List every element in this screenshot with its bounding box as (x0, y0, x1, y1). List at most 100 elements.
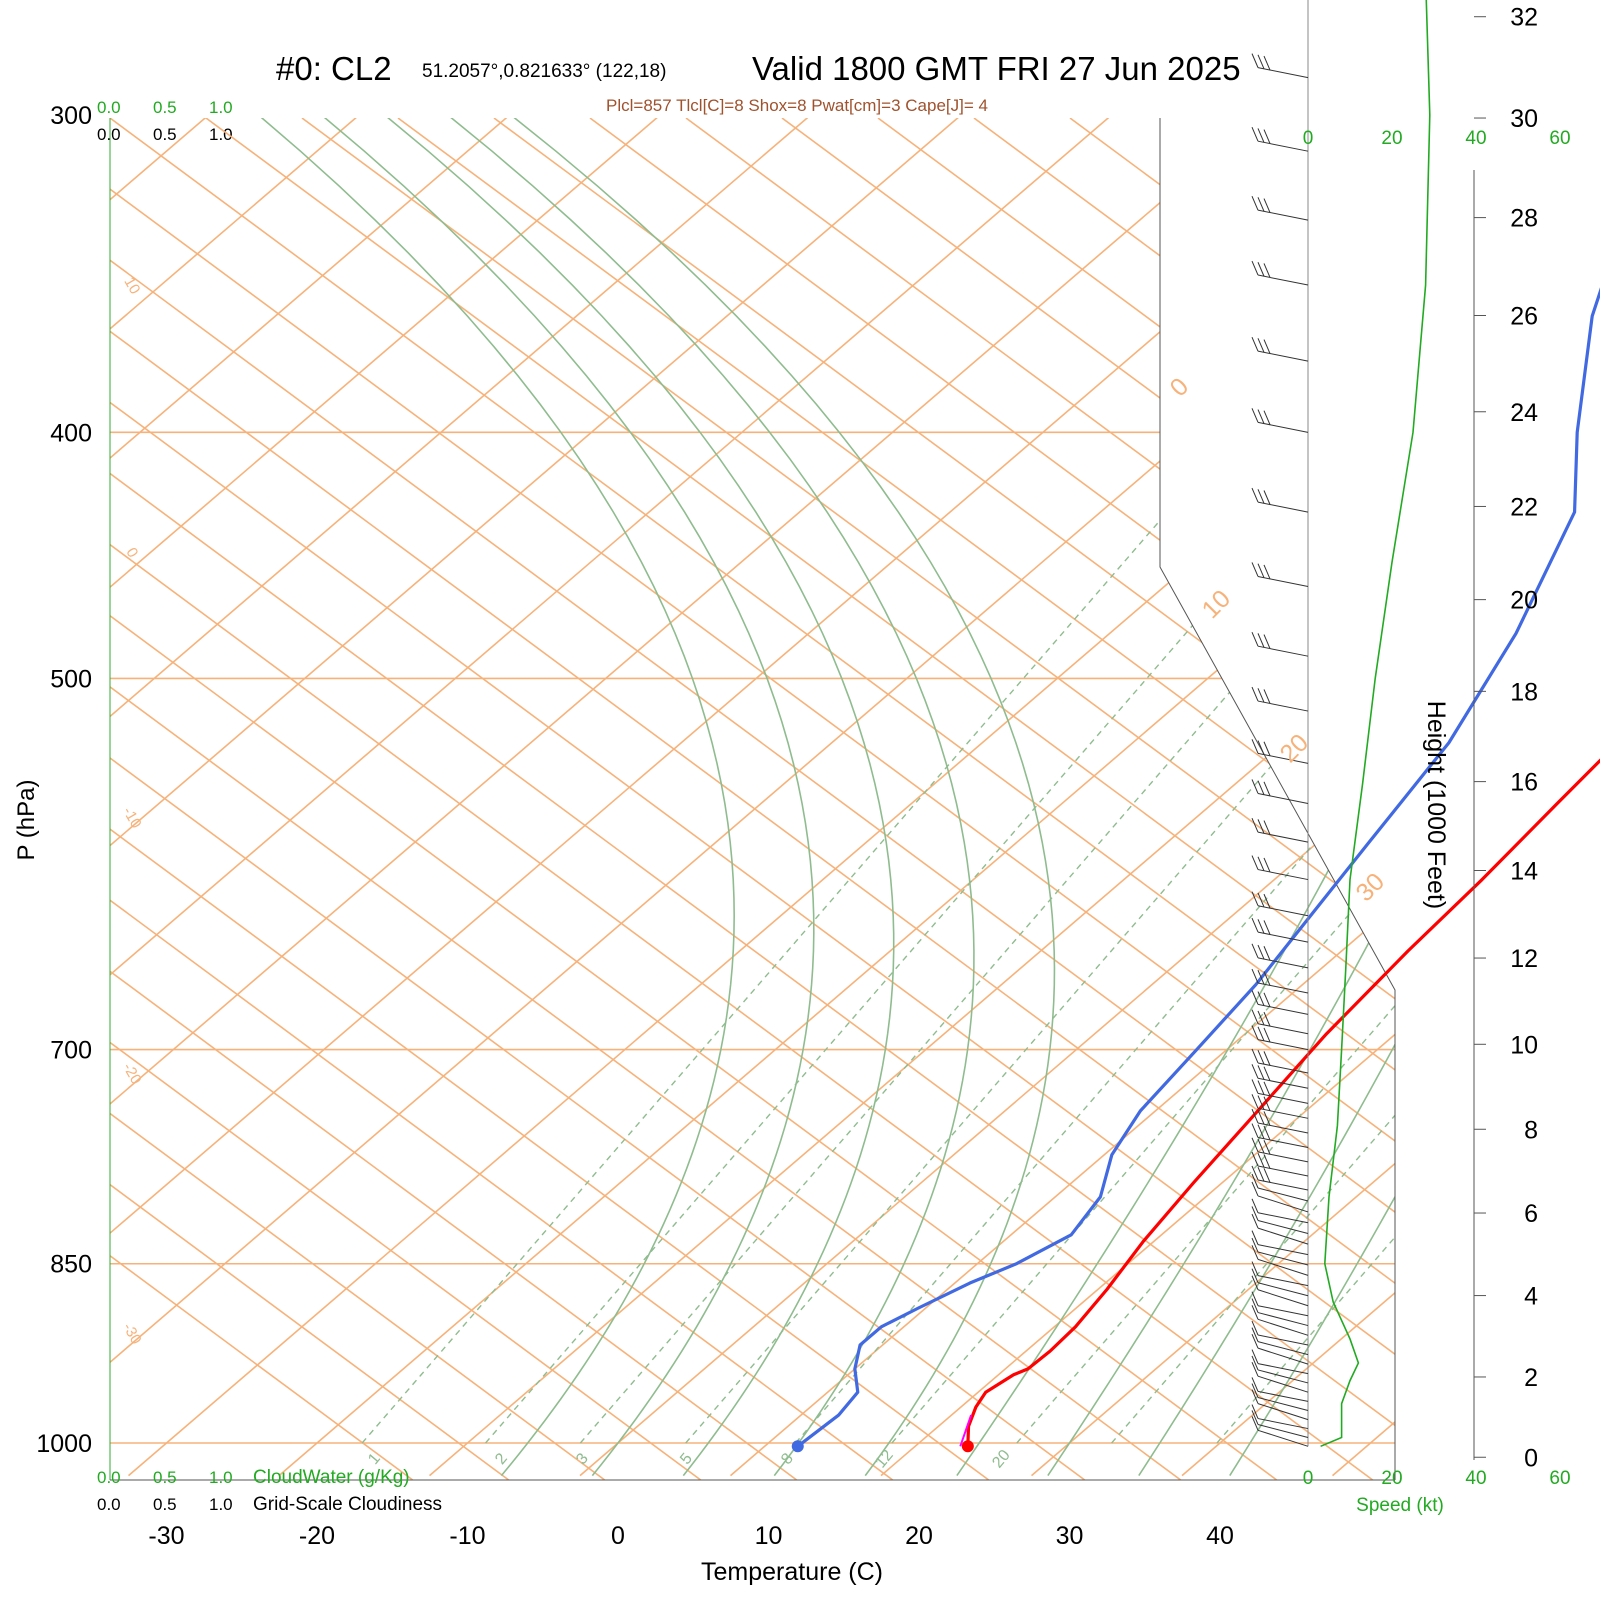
dry-adiabat-line (110, 118, 1395, 1480)
height-tick-label: 4 (1524, 1283, 1538, 1311)
wind-speed-line (1320, 0, 1431, 1448)
temperature-line (966, 758, 1600, 1447)
height-tick-label: 22 (1510, 493, 1538, 521)
isotherm-label: -30 (119, 1320, 145, 1347)
height-tick-label: 6 (1524, 1200, 1538, 1228)
wind-barb (1251, 686, 1309, 712)
wind-barb (1251, 739, 1309, 764)
height-tick-label: 28 (1510, 205, 1538, 233)
dry-adiabat-line (110, 118, 894, 1480)
wind-barb (1251, 487, 1309, 513)
dry-adiabat-line (781, 118, 1395, 1480)
isotherm-line (110, 118, 594, 1477)
sounding-indices: Plcl=857 Tlcl[C]=8 Shox=8 Pwat[cm]=3 Cap… (606, 96, 988, 115)
isotherm-line (110, 118, 1046, 1477)
isotherm-line (110, 118, 444, 1477)
wind-barb (1251, 1416, 1309, 1447)
wind-barb (1251, 1198, 1309, 1224)
mixing-ratio-line (685, 431, 1395, 1444)
dry-adiabat-line (110, 118, 1395, 1480)
wind-barb (1251, 126, 1309, 152)
dry-adiabat-line (110, 118, 1374, 1480)
bottom-green-0: 0.0 (97, 1468, 121, 1487)
wind-speed-tick-top: 60 (1549, 128, 1570, 149)
isotherm-line (1331, 118, 1395, 1477)
x-tick-label: 30 (1056, 1522, 1084, 1550)
height-tick-label: 0 (1524, 1444, 1538, 1472)
moist-adiabat-line (110, 118, 815, 1477)
wind-barb (1251, 1108, 1309, 1134)
wind-barb (1251, 1025, 1309, 1051)
wind-barb (1251, 1123, 1309, 1149)
height-tick-label: 14 (1510, 858, 1538, 886)
wind-barb (1251, 1245, 1309, 1276)
isotherm-label: 0 (122, 545, 141, 561)
background-lines (110, 0, 1600, 1480)
bottom-black-1: 0.5 (153, 1495, 177, 1514)
wind-barb (1251, 917, 1309, 943)
top-green-0: 0.0 (97, 98, 121, 117)
height-tick-label: 30 (1510, 105, 1538, 133)
wind-barb (1251, 631, 1309, 657)
height-tick-label: 8 (1524, 1116, 1538, 1144)
isotherm-line (110, 118, 1347, 1477)
pressure-tick-label: 700 (50, 1037, 92, 1065)
wind-barb (1251, 990, 1309, 1015)
dry-adiabat-line (110, 118, 1086, 1480)
pressure-tick-label: 300 (50, 102, 92, 130)
mixing-ratio-line (361, 431, 1237, 1444)
mixing-ratio-label: 2 (492, 1450, 511, 1468)
parcel-line (959, 1414, 973, 1447)
wind-barb (1251, 1404, 1309, 1430)
moist-adiabat-line (1047, 118, 1395, 1477)
moist-adiabat-line (956, 118, 1395, 1477)
wind-barb (1251, 1173, 1309, 1202)
mixing-ratio-line (1016, 431, 1395, 1444)
wind-speed-tick-top: 0 (1303, 128, 1314, 149)
wind-barb (1251, 1362, 1309, 1393)
wind-barb (1251, 336, 1309, 362)
x-tick-label: -10 (449, 1522, 485, 1550)
cloudwater-label: CloudWater (g/Kg) (253, 1467, 410, 1488)
isotherm-label: -20 (119, 1060, 145, 1087)
dry-adiabat-line (110, 118, 1395, 1480)
x-tick-label: -20 (299, 1522, 335, 1550)
wind-barb (1251, 1291, 1309, 1317)
wind-barb (1251, 1327, 1309, 1356)
wind-barb (1251, 1237, 1309, 1266)
x-tick-label: 10 (755, 1522, 783, 1550)
wind-barb (1251, 1261, 1309, 1287)
isotherm-line (1483, 0, 1600, 1476)
cloudiness-label: Grid-Scale Cloudiness (253, 1494, 442, 1515)
moist-adiabat-line (166, 118, 975, 1477)
dry-adiabat-line (493, 118, 1395, 1480)
isotherm-line (110, 118, 745, 1477)
mixing-ratio-label: 3 (573, 1450, 592, 1468)
isotherm-label: -10 (119, 804, 145, 831)
wind-speed-tick-bottom: 60 (1549, 1468, 1570, 1489)
height-tick-label: 18 (1510, 678, 1538, 706)
isotherm-line (110, 118, 1196, 1477)
wind-barb (1251, 408, 1309, 433)
pressure-tick-label: 400 (50, 419, 92, 447)
isotherm-line (110, 118, 1395, 1477)
isotherm-line (1030, 118, 1395, 1477)
wind-barb (1251, 1410, 1309, 1438)
wind-barb (1251, 260, 1309, 286)
isotherm-line (729, 118, 1395, 1477)
top-cloud-scale: 0.0 0.5 1.0 0.0 0.5 1.0 (97, 98, 233, 144)
dry-adiabat-line (110, 118, 1395, 1480)
x-tick-label: 40 (1206, 1522, 1234, 1550)
bottom-cloud-scale: 0.0 0.5 1.0 CloudWater (g/Kg) 0.0 0.5 1.… (97, 1467, 442, 1515)
isotherm-label: 0 (1165, 373, 1195, 403)
plot-outline (1159, 118, 1396, 1480)
dry-adiabat-line (110, 118, 1182, 1480)
mixing-ratio-line (795, 431, 1395, 1444)
top-black-0: 0.0 (97, 125, 121, 144)
dry-adiabat-line (685, 118, 1395, 1480)
bottom-green-2: 1.0 (209, 1468, 233, 1487)
bottom-black-0: 0.0 (97, 1495, 121, 1514)
